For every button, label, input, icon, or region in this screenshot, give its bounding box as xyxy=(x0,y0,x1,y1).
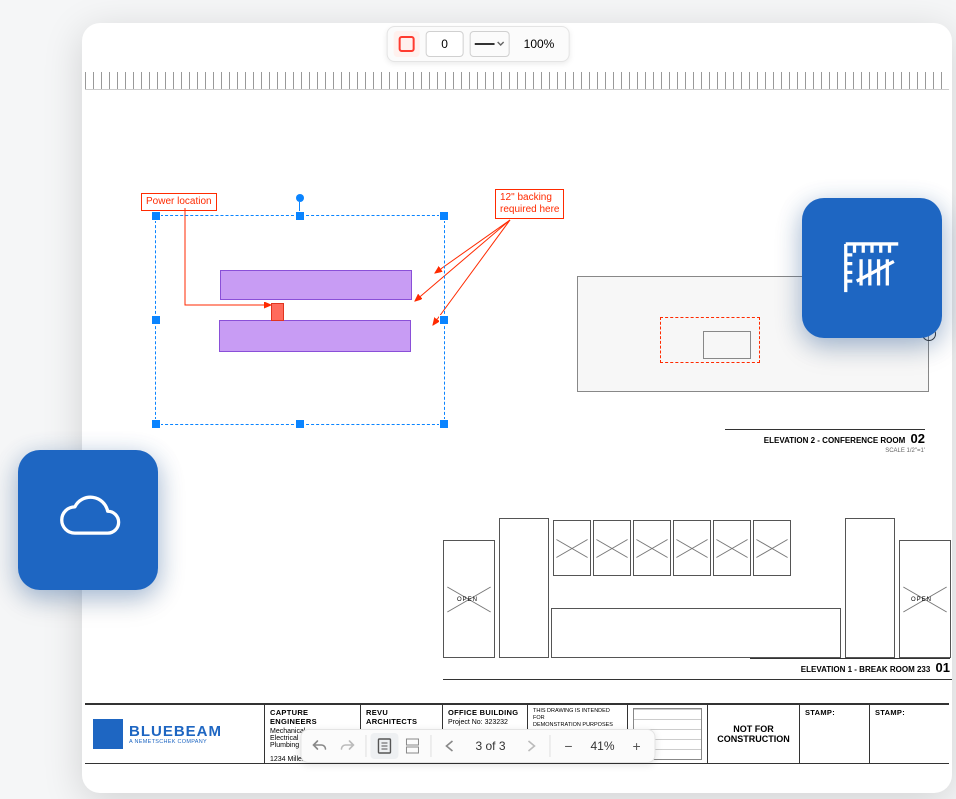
logo-text: BLUEBEAM xyxy=(129,724,222,739)
markup-toolbar: 100% xyxy=(387,26,570,62)
elevation-title-text: ELEVATION 2 - CONFERENCE ROOM xyxy=(764,436,906,445)
elevation-title-1: ELEVATION 1 - BREAK ROOM 233 01 xyxy=(750,658,950,675)
resize-handle[interactable] xyxy=(151,419,161,429)
cloud-tile[interactable] xyxy=(18,450,158,590)
elevation-breakroom: OPEN OPEN xyxy=(443,490,952,680)
tb-stamp: STAMP: xyxy=(870,705,949,763)
resize-handle[interactable] xyxy=(439,211,449,221)
resize-handle[interactable] xyxy=(439,419,449,429)
resize-handle[interactable] xyxy=(295,419,305,429)
av-box xyxy=(703,331,751,359)
redo-button[interactable] xyxy=(333,733,361,759)
cloud-icon xyxy=(53,485,123,555)
logo-mark xyxy=(93,719,123,749)
open-label: OPEN xyxy=(457,597,478,603)
zoom-level[interactable]: 100% xyxy=(516,37,563,51)
undo-button[interactable] xyxy=(305,733,333,759)
markup-rectangle[interactable] xyxy=(219,320,411,352)
resize-handle[interactable] xyxy=(151,315,161,325)
elevation-number: 02 xyxy=(911,431,925,446)
line-weight-input[interactable] xyxy=(426,31,464,57)
view-toolbar: 3 of 3 − 41% + xyxy=(300,729,655,763)
elevation-title-2: ELEVATION 2 - CONFERENCE ROOM 02 SCALE 1… xyxy=(725,429,925,455)
tb-stamp: STAMP: xyxy=(800,705,870,763)
tally-icon xyxy=(837,233,907,303)
zoom-value[interactable]: 41% xyxy=(583,739,623,753)
resize-handle[interactable] xyxy=(151,211,161,221)
resize-handle[interactable] xyxy=(295,211,305,221)
rotate-handle[interactable] xyxy=(296,194,304,202)
next-page-button[interactable] xyxy=(518,733,546,759)
chevron-down-icon xyxy=(497,40,505,48)
prev-page-button[interactable] xyxy=(435,733,463,759)
rectangle-tool[interactable] xyxy=(394,31,420,57)
zoom-out-button[interactable]: − xyxy=(555,733,583,759)
open-label: OPEN xyxy=(911,597,932,603)
document-canvas[interactable]: Power location 12" backing required here… xyxy=(85,90,949,703)
single-page-view[interactable] xyxy=(370,733,398,759)
app-window: Power location 12" backing required here… xyxy=(82,23,952,793)
continuous-view[interactable] xyxy=(398,733,426,759)
line-style-select[interactable] xyxy=(470,31,510,57)
callout-power-left[interactable]: Power location xyxy=(141,193,217,211)
markup-rectangle[interactable] xyxy=(271,303,284,321)
count-tile[interactable] xyxy=(802,198,942,338)
ruler-horizontal xyxy=(85,72,949,90)
tb-not-for-construction: NOT FOR CONSTRUCTION xyxy=(708,705,800,763)
callout-backing[interactable]: 12" backing required here xyxy=(495,189,564,219)
logo-cell: BLUEBEAM A NEMETSCHEK COMPANY xyxy=(85,705,265,763)
zoom-in-button[interactable]: + xyxy=(623,733,651,759)
resize-handle[interactable] xyxy=(439,315,449,325)
elevation-number: 01 xyxy=(936,660,950,675)
elevation-scale: SCALE 1/2"=1' xyxy=(885,448,925,454)
page-indicator[interactable]: 3 of 3 xyxy=(463,739,517,753)
elevation-title-text: ELEVATION 1 - BREAK ROOM 233 xyxy=(801,665,931,674)
markup-rectangle[interactable] xyxy=(220,270,412,300)
